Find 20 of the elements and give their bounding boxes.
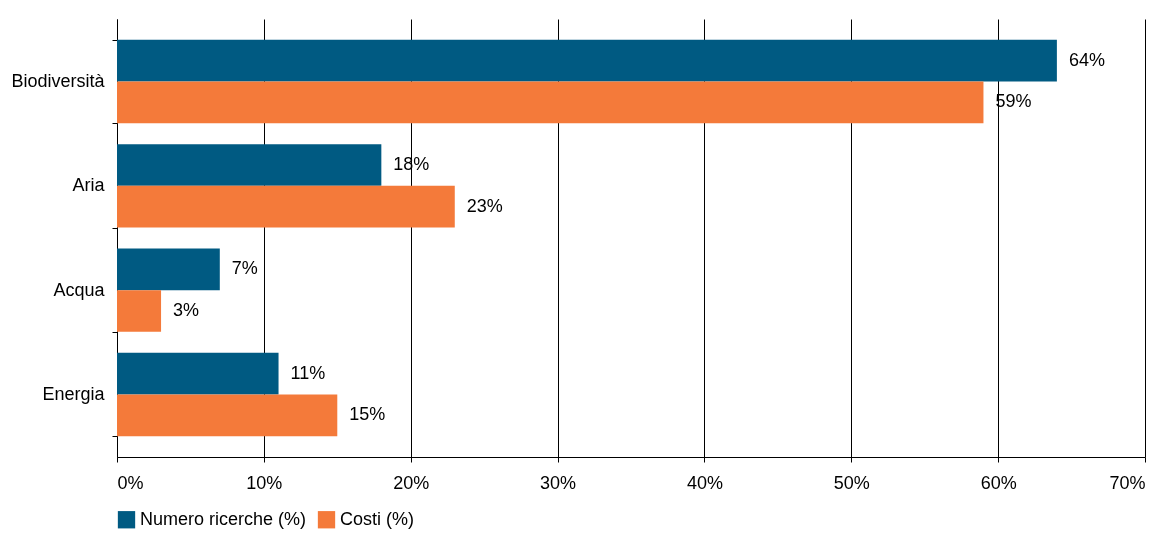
- y-tick-label: Acqua: [53, 279, 106, 300]
- data-label: 64%: [1068, 49, 1105, 70]
- x-tick-label: 20%: [393, 472, 430, 493]
- y-tick-label: Energia: [42, 383, 106, 404]
- x-tick-label: 40%: [686, 472, 723, 493]
- y-tick-label: Aria: [72, 175, 106, 196]
- x-tick-label: 60%: [980, 472, 1017, 493]
- x-tick-label: 0%: [117, 472, 144, 493]
- y-tick-label: Biodiversità: [11, 71, 106, 92]
- x-tick-label: 50%: [833, 472, 870, 493]
- legend-label: Costi (%): [340, 508, 415, 529]
- legend-label: Numero ricerche (%): [140, 508, 307, 529]
- data-label: 7%: [231, 258, 258, 279]
- x-tick-label: 10%: [246, 472, 283, 493]
- x-tick-label: 70%: [1109, 472, 1146, 493]
- data-label: 23%: [466, 195, 503, 216]
- data-label: 15%: [349, 404, 386, 425]
- data-label: 11%: [290, 362, 326, 383]
- x-tick-label: 30%: [540, 472, 577, 493]
- data-label: 3%: [173, 300, 200, 320]
